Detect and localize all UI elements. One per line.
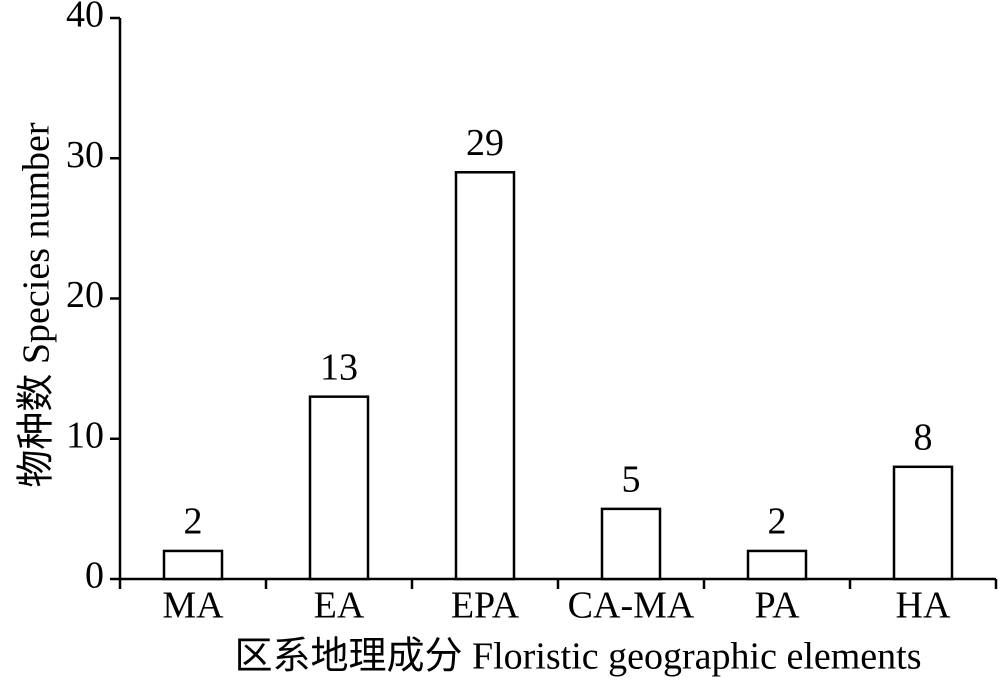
value-label: 2 (184, 501, 203, 543)
y-tick-label: 30 (66, 134, 104, 176)
bar (162, 549, 224, 581)
value-label: 13 (320, 346, 358, 388)
bar (600, 507, 662, 581)
bar (892, 465, 954, 581)
x-tick-label: EPA (451, 585, 520, 627)
x-tick-label: EA (314, 585, 365, 627)
x-tick-label: CA-MA (568, 585, 695, 627)
value-label: 29 (466, 122, 504, 164)
value-label: 2 (768, 501, 787, 543)
value-label: 8 (914, 417, 933, 459)
bar (454, 171, 516, 581)
y-tick-label: 40 (66, 0, 104, 36)
x-tick-label: HA (896, 585, 951, 627)
y-tick-label: 10 (66, 414, 104, 456)
x-tick-label: MA (162, 585, 224, 627)
y-tick-label: 20 (66, 274, 104, 316)
x-axis-label: 区系地理成分 Floristic geographic elements (234, 636, 921, 678)
y-tick-label: 0 (85, 555, 104, 597)
x-tick-label: PA (754, 585, 800, 627)
value-label: 5 (622, 459, 641, 501)
bar (308, 395, 370, 581)
bar (746, 549, 808, 581)
y-axis-label: 物种数 Species number (16, 122, 58, 488)
